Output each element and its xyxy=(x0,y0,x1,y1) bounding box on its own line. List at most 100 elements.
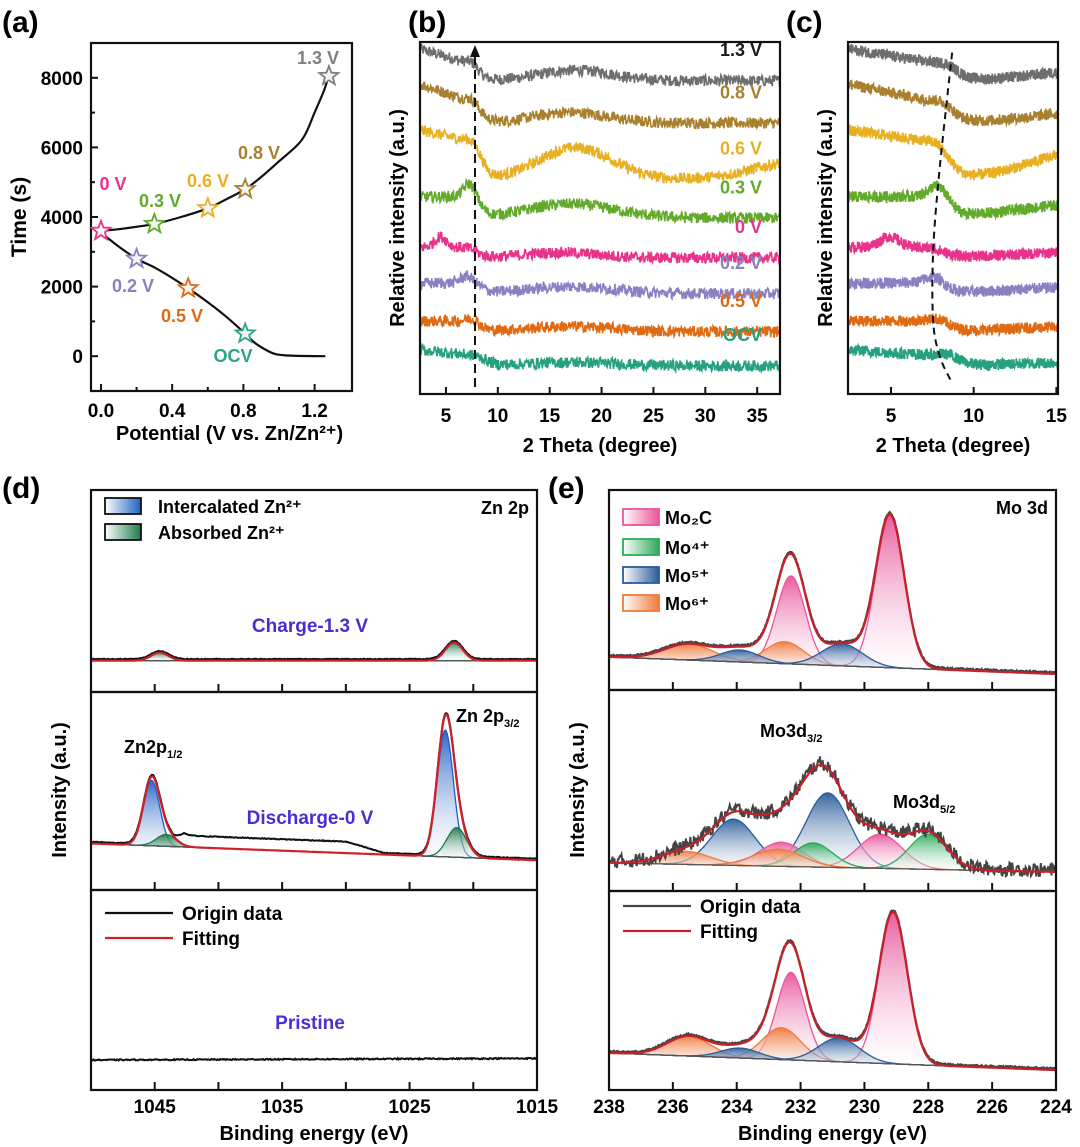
xps-subplot-1: Charge-1.3 V xyxy=(89,488,539,694)
panel-b-frame xyxy=(418,40,782,396)
legend-swatch-mo5 xyxy=(622,566,660,584)
star-marker-1.3V xyxy=(316,63,341,87)
xps-subplot-3 xyxy=(607,889,1058,1092)
xrd-trace-0.3V xyxy=(848,179,1058,221)
y-tick-label: 2000 xyxy=(41,278,83,299)
y-tick-label: 8000 xyxy=(41,69,83,90)
legend-swatch-mo2c xyxy=(622,508,660,526)
line-legend: Origin data Fitting xyxy=(105,904,283,950)
x-tick-label: 35 xyxy=(747,406,769,427)
y-axis-label: Intensity (a.u.) xyxy=(49,722,71,858)
y-tick-label: 0 xyxy=(72,347,83,368)
xrd-trace-0.3V xyxy=(420,177,780,224)
x-tick-label: 5 xyxy=(886,406,897,427)
x-tick-label: 1.2 xyxy=(301,401,327,422)
trace-label: 0.2 V xyxy=(720,253,762,273)
x-tick-label: 0.8 xyxy=(230,401,256,422)
x-tick-label: 224 xyxy=(1040,1097,1072,1118)
panel-a-frame xyxy=(89,41,354,393)
xrd-trace-1.3V xyxy=(420,43,780,88)
marker-label: 0.2 V xyxy=(112,276,154,296)
star-marker-0.2V xyxy=(124,246,149,269)
xrd-trace-0V xyxy=(420,231,780,266)
panel-label-b: (b) xyxy=(408,6,446,39)
fitting-line xyxy=(91,641,537,662)
peak-label-sub: 1/2 xyxy=(167,749,183,761)
trace-group xyxy=(420,43,780,375)
trace-label: 0.3 V xyxy=(720,177,762,197)
x-tick-label: 10 xyxy=(487,406,508,427)
x-tick-label: 15 xyxy=(1046,406,1068,427)
xrd-trace-0.6V xyxy=(848,123,1058,181)
legend-label: Fitting xyxy=(700,922,758,943)
panel-c-frame xyxy=(846,40,1060,396)
x-tick-label: 234 xyxy=(721,1097,753,1118)
xrd-trace-0V xyxy=(848,231,1058,263)
trace-label: 0.5 V xyxy=(720,291,762,311)
x-tick-label: 228 xyxy=(912,1097,944,1118)
panel-label-d: (d) xyxy=(2,472,40,505)
x-tick-label: 236 xyxy=(657,1097,689,1118)
legend-label: Absorbed Zn²⁺ xyxy=(158,523,285,543)
spectrum-group xyxy=(91,712,537,862)
x-axis-label: Binding energy (eV) xyxy=(220,1123,409,1145)
fitting-line xyxy=(609,763,1056,873)
peak-label-main: Mo3d xyxy=(760,721,807,741)
x-tick-label: 238 xyxy=(593,1097,625,1118)
legend-swatch-mo6 xyxy=(622,594,660,612)
y-tick-label: 4000 xyxy=(41,208,83,229)
sample-label: Charge-1.3 V xyxy=(252,616,368,637)
x-tick-label: 15 xyxy=(539,406,561,427)
x-axis-label: Binding energy (eV) xyxy=(738,1123,927,1145)
xps-subplot-1 xyxy=(607,488,1058,692)
x-tick-label: 0.4 xyxy=(159,401,186,422)
line-legend: Origin data Fitting xyxy=(623,897,801,943)
y-tick-label: 6000 xyxy=(41,138,83,159)
trace-group xyxy=(848,43,1058,372)
spectrum-group xyxy=(609,756,1056,880)
trace-label: 0.8 V xyxy=(720,82,762,102)
marker-label: OCV xyxy=(213,346,252,366)
peak-label: Mo3d5/2 xyxy=(893,792,956,816)
legend-swatch-mo4 xyxy=(622,538,660,556)
trace-label: 0.6 V xyxy=(720,139,762,159)
x-axis-label: 2 Theta (degree) xyxy=(523,435,677,457)
star-marker-0.6V xyxy=(195,195,220,219)
x-tick-label: 0.0 xyxy=(88,401,114,422)
xrd-trace-OCV xyxy=(848,342,1058,372)
marker-label: 0.8 V xyxy=(238,143,280,163)
peak-label: Mo3d3/2 xyxy=(760,721,823,745)
arrow-head-icon xyxy=(469,45,480,58)
x-tick-label: 1045 xyxy=(134,1097,177,1118)
y-axis-label: Relative intensity (a.u.) xyxy=(815,109,837,327)
marker-label: 0.6 V xyxy=(187,171,229,191)
xrd-trace-0.2V xyxy=(420,270,780,301)
panel-label-a: (a) xyxy=(2,6,39,39)
sample-label: Pristine xyxy=(275,1013,345,1034)
xrd-trace-OCV xyxy=(420,342,780,375)
panel-a-chart: 0.0 0.4 0.8 1.2 0 2000 4000 6000 8000 Potential (… xyxy=(8,41,354,445)
panel-c-chart: 5 10 15 2 Theta (degree) Relative intensity … xyxy=(815,40,1068,457)
subplot-title: Mo 3d xyxy=(996,498,1048,518)
peak-label-sub: 3/2 xyxy=(504,718,520,730)
legend-label: Fitting xyxy=(182,929,240,950)
x-tick-label: 10 xyxy=(963,406,984,427)
xrd-trace-0.5V xyxy=(420,314,780,340)
subplot-title: Zn 2p xyxy=(481,498,529,518)
fitting-line xyxy=(91,713,537,862)
x-axis-label: 2 Theta (degree) xyxy=(876,435,1030,457)
fitting-line xyxy=(609,513,1056,676)
marker-label: 0.5 V xyxy=(161,306,203,326)
legend-label: Mo⁶⁺ xyxy=(665,594,709,614)
legend-label: Mo⁴⁺ xyxy=(665,538,709,558)
xrd-trace-0.8V xyxy=(848,79,1058,128)
origin-data-line xyxy=(91,1056,537,1062)
xrd-trace-0.2V xyxy=(848,271,1058,298)
x-tick-label: 232 xyxy=(785,1097,817,1118)
legend-label: Origin data xyxy=(182,904,283,925)
panel-label-c: (c) xyxy=(786,6,823,39)
trace-label: 0 V xyxy=(735,217,762,237)
spectrum-group xyxy=(91,1056,537,1062)
